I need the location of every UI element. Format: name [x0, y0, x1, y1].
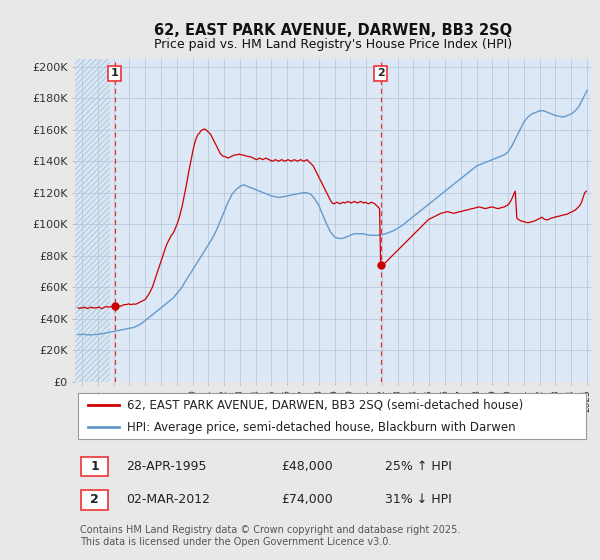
- Text: 62, EAST PARK AVENUE, DARWEN, BB3 2SQ (semi-detached house): 62, EAST PARK AVENUE, DARWEN, BB3 2SQ (s…: [127, 398, 523, 411]
- Text: Price paid vs. HM Land Registry's House Price Index (HPI): Price paid vs. HM Land Registry's House …: [154, 38, 512, 52]
- FancyBboxPatch shape: [81, 490, 108, 510]
- Text: 28-APR-1995: 28-APR-1995: [127, 460, 207, 473]
- Bar: [75, 59, 110, 382]
- Text: 1: 1: [90, 460, 99, 473]
- Text: 2: 2: [90, 493, 99, 506]
- Text: Contains HM Land Registry data © Crown copyright and database right 2025.
This d: Contains HM Land Registry data © Crown c…: [80, 525, 461, 547]
- Text: 25% ↑ HPI: 25% ↑ HPI: [385, 460, 451, 473]
- Text: 31% ↓ HPI: 31% ↓ HPI: [385, 493, 451, 506]
- FancyBboxPatch shape: [81, 456, 108, 476]
- Text: 1: 1: [111, 68, 119, 78]
- Text: £74,000: £74,000: [281, 493, 333, 506]
- Text: HPI: Average price, semi-detached house, Blackburn with Darwen: HPI: Average price, semi-detached house,…: [127, 421, 515, 434]
- Text: 2: 2: [377, 68, 385, 78]
- FancyBboxPatch shape: [77, 393, 586, 439]
- Text: 62, EAST PARK AVENUE, DARWEN, BB3 2SQ: 62, EAST PARK AVENUE, DARWEN, BB3 2SQ: [154, 24, 512, 38]
- Text: 02-MAR-2012: 02-MAR-2012: [127, 493, 211, 506]
- Text: £48,000: £48,000: [281, 460, 333, 473]
